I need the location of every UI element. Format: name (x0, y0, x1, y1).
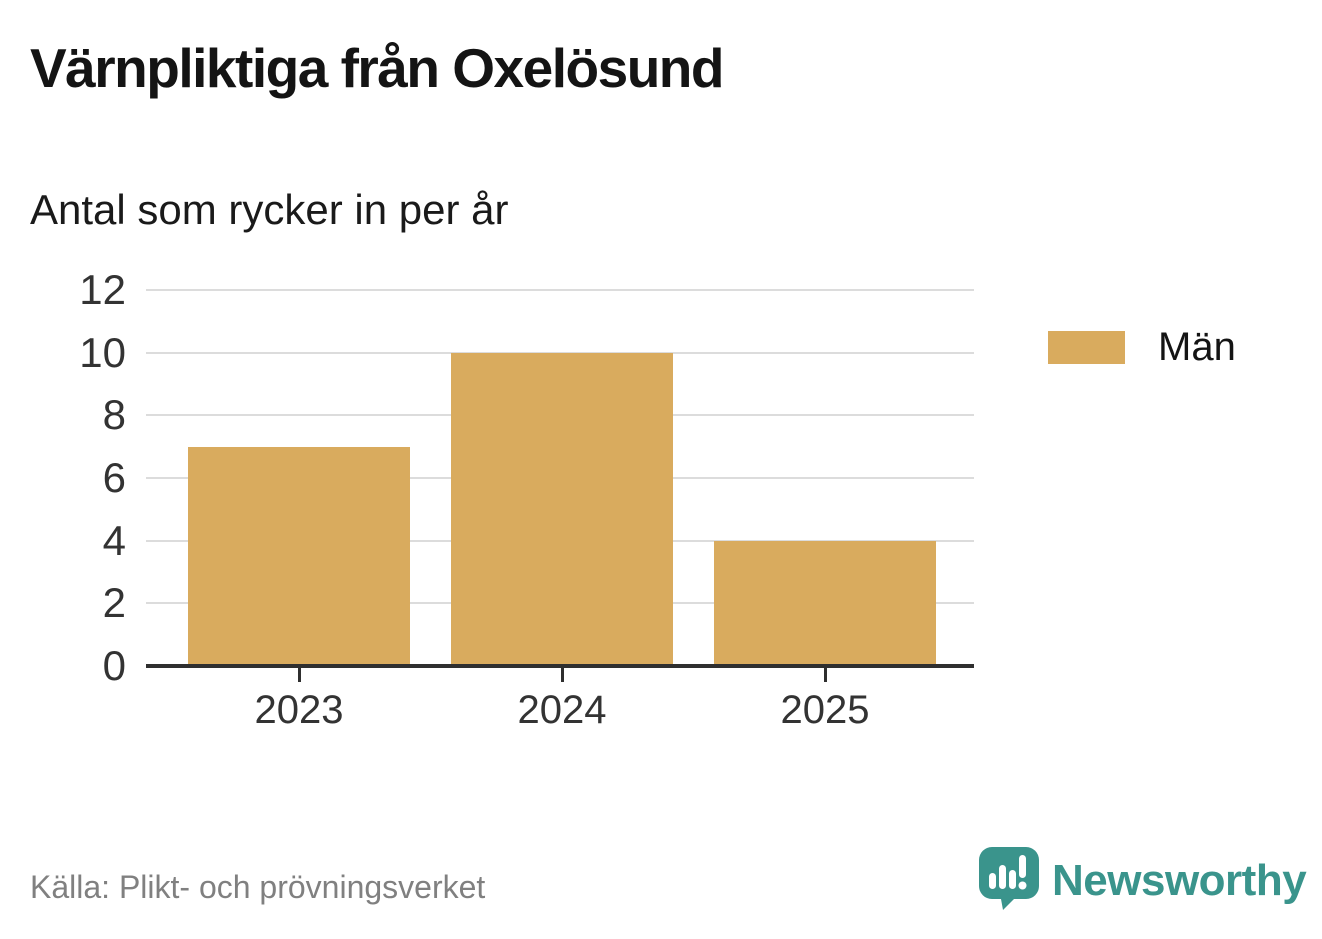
y-tick-label-6: 6 (102, 454, 126, 501)
x-tick-mark-2025 (823, 668, 827, 682)
chart-legend: Män (1048, 325, 1236, 369)
y-tick-label-4: 4 (102, 516, 126, 564)
chart-title: Värnpliktiga från Oxelösund (30, 37, 724, 99)
bar-chart-speech-bubble-icon (978, 846, 1040, 915)
x-tick-label-2025: 2025 (780, 688, 870, 732)
x-tick-mark-2024 (560, 668, 564, 682)
bar-2024 (451, 353, 673, 666)
y-tick-label-0: 0 (102, 642, 126, 689)
bar-2025 (714, 541, 936, 666)
bar-2023 (188, 447, 410, 666)
source-note: Källa: Plikt- och prövningsverket (30, 869, 486, 905)
legend-label-man: Män (1158, 325, 1236, 369)
x-axis-line (146, 664, 974, 668)
gridline-10 (146, 351, 974, 354)
x-tick-label-2023: 2023 (254, 688, 344, 732)
x-tick-mark-2023 (297, 668, 301, 682)
gridline-12 (146, 289, 974, 291)
y-tick-label-12: 12 (79, 266, 126, 313)
newsworthy-wordmark: Newsworthy (1052, 855, 1307, 905)
chart-subtitle: Antal som rycker in per år (30, 186, 509, 233)
y-tick-label-10: 10 (79, 328, 126, 376)
newsworthy-brand: Newsworthy (978, 846, 1307, 915)
x-tick-label-2024: 2024 (517, 688, 607, 732)
y-tick-label-2: 2 (102, 579, 126, 627)
y-tick-label-8: 8 (102, 391, 126, 439)
legend-swatch-man (1048, 331, 1125, 364)
